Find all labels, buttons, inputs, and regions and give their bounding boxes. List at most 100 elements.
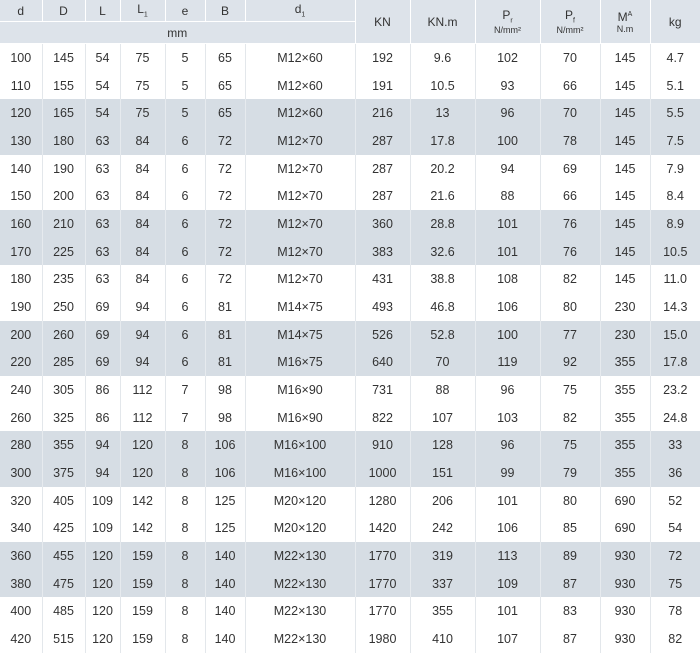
cell: 151	[409, 459, 475, 487]
cell: 145	[599, 127, 650, 155]
cell: 84	[119, 265, 165, 294]
cell: 4.7	[649, 43, 700, 72]
cell: 7	[164, 403, 205, 432]
cell: 355	[599, 431, 650, 460]
cell: 63	[84, 237, 120, 266]
cell: 77	[539, 320, 600, 349]
cell: M20×120	[244, 514, 355, 543]
cell: 1980	[354, 625, 410, 653]
cell: 96	[474, 99, 540, 128]
header-subscript: f	[573, 17, 575, 25]
cell: 86	[84, 376, 120, 404]
cell: 425	[41, 514, 85, 543]
cell: 159	[119, 625, 165, 653]
header-text: e	[181, 3, 189, 18]
cell: 20.2	[409, 154, 475, 183]
cell: 32.6	[409, 237, 475, 266]
cell: 6	[164, 210, 205, 238]
cell: M12×60	[244, 43, 355, 72]
cell: 515	[41, 625, 85, 653]
cell: 119	[474, 348, 540, 377]
cell: 210	[41, 210, 85, 238]
cell: 72	[204, 182, 245, 211]
cell: 94	[84, 459, 120, 487]
column-header: L	[84, 0, 120, 22]
cell: 190	[41, 154, 85, 183]
header-unit: N.m	[616, 23, 634, 34]
cell: 92	[539, 348, 600, 377]
data-row: 400 485 120 159 8 140 M22×130 1770 355 101 83 930 78	[0, 597, 700, 626]
cell: 930	[599, 569, 650, 598]
cell: 155	[41, 71, 85, 100]
cell: 140	[204, 542, 245, 570]
cell: 63	[84, 154, 120, 183]
cell: M16×90	[244, 403, 355, 432]
cell: 910	[354, 431, 410, 460]
cell: 65	[204, 71, 245, 100]
cell: 17.8	[649, 348, 700, 377]
cell: 75	[539, 376, 600, 404]
cell: 7	[164, 376, 205, 404]
header-subscript: 1	[143, 11, 148, 19]
cell: 250	[41, 293, 85, 321]
cell: 8	[164, 542, 205, 570]
cell: 485	[41, 597, 85, 626]
cell: 69	[539, 154, 600, 183]
cell: 6	[164, 265, 205, 294]
cell: 930	[599, 625, 650, 653]
cell: 375	[41, 459, 85, 487]
cell: 98	[204, 376, 245, 404]
header-subscript: A	[627, 10, 633, 18]
cell: 76	[539, 210, 600, 238]
data-row: 420 515 120 159 8 140 M22×130 1980 410 107 87 930 82	[0, 625, 700, 653]
data-row: 280 355 94 120 8 106 M16×100 910 128 96 75 355 33	[0, 431, 700, 460]
cell: 5	[164, 99, 205, 128]
header-text: B	[220, 3, 229, 18]
cell: 63	[84, 182, 120, 211]
cell: 159	[119, 542, 165, 570]
data-row: 120 165 54 75 5 65 M12×60 216 13 96 70 145 5.5	[0, 99, 700, 128]
cell: 54	[84, 71, 120, 100]
cell: 1420	[354, 514, 410, 543]
cell: 96	[474, 431, 540, 460]
cell: 160	[0, 210, 42, 238]
cell: 287	[354, 127, 410, 155]
cell: 83	[539, 597, 600, 626]
cell: 140	[204, 597, 245, 626]
cell: 76	[539, 237, 600, 266]
header-subscript: 1	[301, 11, 306, 19]
cell: 63	[84, 127, 120, 155]
cell: 360	[354, 210, 410, 238]
header-text: KN	[374, 14, 391, 29]
cell: 120	[119, 459, 165, 487]
cell: 13	[409, 99, 475, 128]
cell: 355	[599, 459, 650, 487]
cell: 78	[539, 127, 600, 155]
data-row: 340 425 109 142 8 125 M20×120 1420 242 106 85 690 54	[0, 514, 700, 543]
cell: 6	[164, 320, 205, 349]
cell: 1000	[354, 459, 410, 487]
cell: 28.8	[409, 210, 475, 238]
cell: 69	[84, 293, 120, 321]
cell: 75	[539, 431, 600, 460]
cell: 355	[409, 597, 475, 626]
cell: 822	[354, 403, 410, 432]
cell: 9.6	[409, 43, 475, 72]
cell: 33	[649, 431, 700, 460]
cell: 101	[474, 237, 540, 266]
cell: 21.6	[409, 182, 475, 211]
cell: 66	[539, 71, 600, 100]
cell: 54	[84, 99, 120, 128]
cell: 180	[41, 127, 85, 155]
cell: 52.8	[409, 320, 475, 349]
cell: 145	[599, 265, 650, 294]
cell: M12×70	[244, 265, 355, 294]
cell: 455	[41, 542, 85, 570]
cell: 8	[164, 597, 205, 626]
cell: 82	[539, 265, 600, 294]
cell: 145	[599, 210, 650, 238]
cell: 100	[10, 50, 32, 65]
cell: 355	[599, 403, 650, 432]
data-row: 380 475 120 159 8 140 M22×130 1770 337 109 87 930 75	[0, 569, 700, 598]
cell: 287	[354, 154, 410, 183]
